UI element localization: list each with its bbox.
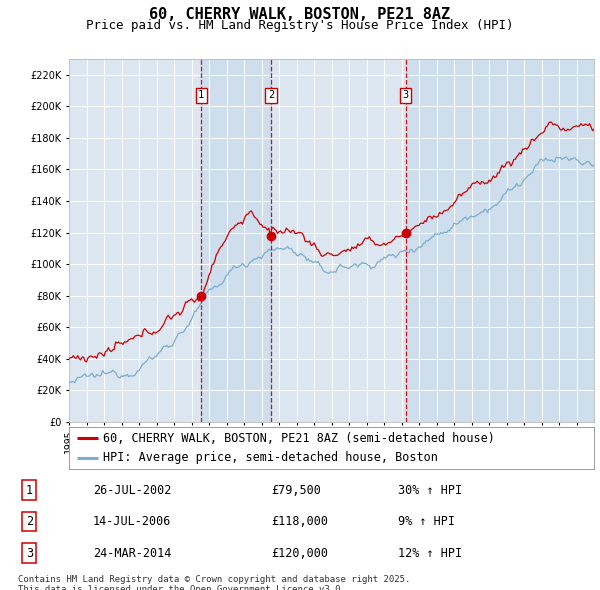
Text: £79,500: £79,500 [271,484,321,497]
Text: £118,000: £118,000 [271,515,328,528]
Text: 2: 2 [26,515,33,528]
Text: 26-JUL-2002: 26-JUL-2002 [92,484,171,497]
Text: 24-MAR-2014: 24-MAR-2014 [92,546,171,559]
Text: 14-JUL-2006: 14-JUL-2006 [92,515,171,528]
Text: 60, CHERRY WALK, BOSTON, PE21 8AZ: 60, CHERRY WALK, BOSTON, PE21 8AZ [149,7,451,22]
Text: 30% ↑ HPI: 30% ↑ HPI [398,484,462,497]
Text: £120,000: £120,000 [271,546,328,559]
Text: HPI: Average price, semi-detached house, Boston: HPI: Average price, semi-detached house,… [103,451,438,464]
Text: Contains HM Land Registry data © Crown copyright and database right 2025.
This d: Contains HM Land Registry data © Crown c… [18,575,410,590]
Text: 3: 3 [26,546,33,559]
Text: 3: 3 [403,90,409,100]
Text: 12% ↑ HPI: 12% ↑ HPI [398,546,462,559]
Text: 9% ↑ HPI: 9% ↑ HPI [398,515,455,528]
Bar [201,59,271,422]
Text: 1: 1 [198,90,205,100]
Bar [406,59,594,422]
Text: 1: 1 [26,484,33,497]
Text: 2: 2 [268,90,274,100]
Text: Price paid vs. HM Land Registry's House Price Index (HPI): Price paid vs. HM Land Registry's House … [86,19,514,32]
Text: 60, CHERRY WALK, BOSTON, PE21 8AZ (semi-detached house): 60, CHERRY WALK, BOSTON, PE21 8AZ (semi-… [103,431,495,444]
